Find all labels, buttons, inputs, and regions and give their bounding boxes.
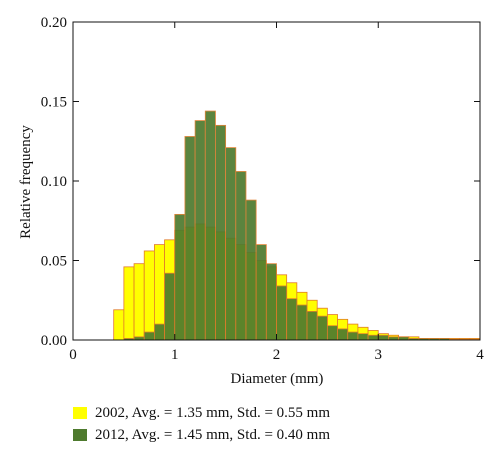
- bar-series1-bin18: [306, 310, 318, 341]
- y-axis: 0.00 0.05 0.10 0.15 0.20: [41, 15, 480, 349]
- legend-item-2002: 2002, Avg. = 1.35 mm, Std. = 0.55 mm: [73, 402, 330, 424]
- bar-series0-bin2: [133, 263, 145, 341]
- bar-series0-bin3: [143, 250, 155, 341]
- plot-bars: [113, 110, 481, 341]
- x-tick-label-2: 2: [273, 347, 281, 363]
- x-tick-label-4: 4: [476, 347, 484, 363]
- bar-series1-bin8: [204, 110, 216, 341]
- bar-series1-bin6: [184, 136, 196, 341]
- bar-series1-bin2: [143, 331, 155, 341]
- bar-series1-bin24: [367, 334, 379, 341]
- bar-series1-bin22: [347, 331, 359, 341]
- bar-series1-bin17: [296, 304, 308, 341]
- bar-series1-bin15: [276, 285, 288, 341]
- bar-series1-bin25: [377, 334, 389, 341]
- bar-series0-bin1: [123, 266, 135, 341]
- y-tick-label-1: 0.05: [41, 254, 67, 270]
- y-axis-title: Relative frequency: [18, 125, 34, 239]
- bar-series1-bin9: [215, 124, 227, 341]
- x-axis: 0 1 2 3 4: [69, 22, 484, 363]
- bar-series1-bin23: [357, 333, 369, 341]
- bar-series1-bin21: [337, 328, 349, 341]
- legend-swatch-2002: [73, 407, 87, 419]
- legend-swatch-2012: [73, 429, 87, 441]
- bar-series1-bin14: [265, 263, 277, 341]
- y-tick-label-2: 0.10: [41, 174, 67, 190]
- bar-series1-bin5: [174, 213, 186, 341]
- bar-series1-bin11: [235, 171, 247, 341]
- y-tick-label-4: 0.20: [41, 15, 67, 31]
- x-axis-title: Diameter (mm): [231, 371, 324, 387]
- x-tick-label-3: 3: [375, 347, 383, 363]
- bar-series1-bin10: [225, 147, 237, 341]
- legend-label-2002: 2002, Avg. = 1.35 mm, Std. = 0.55 mm: [95, 404, 330, 421]
- bar-series1-bin20: [326, 325, 338, 341]
- histogram-chart: 0 1 2 3 4 0.00 0.05 0.10 0.15 0.20 Diameter (mm)…: [18, 15, 484, 387]
- bar-series1-bin16: [286, 298, 298, 341]
- bar-series1-bin7: [194, 120, 206, 341]
- bar-series0-bin0: [113, 309, 125, 341]
- x-tick-label-1: 1: [171, 347, 179, 363]
- legend: 2002, Avg. = 1.35 mm, Std. = 0.55 mm 201…: [73, 402, 330, 446]
- bar-series1-bin4: [164, 272, 176, 341]
- y-tick-label-0: 0.00: [41, 333, 67, 349]
- bar-series1-bin3: [153, 323, 165, 341]
- bar-series1-bin19: [316, 315, 328, 341]
- series-1-bars: [123, 110, 481, 341]
- legend-label-2012: 2012, Avg. = 1.45 mm, Std. = 0.40 mm: [95, 426, 330, 443]
- bar-series1-bin12: [245, 199, 257, 341]
- y-tick-label-3: 0.15: [41, 95, 67, 111]
- legend-item-2012: 2012, Avg. = 1.45 mm, Std. = 0.40 mm: [73, 424, 330, 446]
- x-tick-label-0: 0: [69, 347, 77, 363]
- bar-series1-bin13: [255, 244, 267, 341]
